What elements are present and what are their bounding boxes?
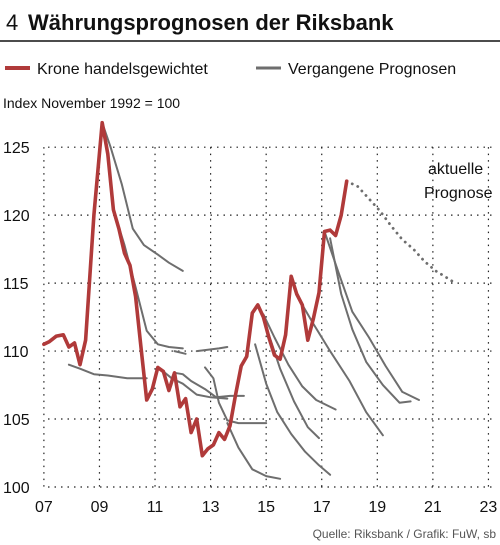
series-line-past-forecast bbox=[195, 346, 229, 353]
series-group bbox=[42, 120, 457, 480]
x-tick-labels: 07 09 11 13 15 17 19 21 23 bbox=[35, 499, 497, 516]
series-line-past-forecast bbox=[267, 333, 320, 440]
series-line-current-forecast bbox=[345, 179, 457, 285]
series-line-past-forecast bbox=[112, 208, 184, 350]
series-line-past-forecast bbox=[173, 350, 187, 355]
series-line-past-forecast bbox=[204, 366, 268, 425]
series-line-past-forecast bbox=[173, 371, 245, 399]
y-tick-label: 110 bbox=[3, 344, 29, 361]
x-tick-label: 15 bbox=[257, 499, 275, 516]
series-line-past-forecast bbox=[329, 237, 412, 404]
series-line-past-forecast bbox=[226, 422, 282, 480]
x-tick-label: 09 bbox=[91, 499, 109, 516]
y-tick-label: 120 bbox=[3, 208, 30, 225]
chart-title: Währungsprognosen der Riksbank bbox=[28, 10, 394, 35]
x-tick-label: 21 bbox=[424, 499, 442, 516]
series-line-past-forecast bbox=[67, 363, 148, 380]
x-tick-label: 11 bbox=[147, 499, 164, 516]
legend-label-krone: Krone handelsgewichtet bbox=[37, 61, 208, 78]
source-credit: Quelle: Riksbank / Grafik: FuW, sb bbox=[313, 527, 497, 541]
y-tick-label: 100 bbox=[3, 480, 30, 497]
legend: Krone handelsgewichtet Vergangene Progno… bbox=[5, 61, 456, 78]
legend-label-forecasts: Vergangene Prognosen bbox=[288, 61, 456, 78]
x-tick-label: 19 bbox=[368, 499, 386, 516]
series-line-past-forecast bbox=[323, 230, 420, 401]
x-tick-label: 13 bbox=[202, 499, 220, 516]
series-line-past-forecast bbox=[254, 343, 332, 476]
x-tick-label: 17 bbox=[313, 499, 331, 516]
series-line-past-forecast bbox=[162, 370, 229, 400]
grid bbox=[43, 146, 494, 488]
annotation-line-1: aktuelle bbox=[428, 161, 483, 178]
series-line-past-forecast bbox=[301, 303, 384, 437]
annotation-line-2: Prognose bbox=[424, 185, 493, 202]
y-tick-labels: 100 105 110 115 120 125 bbox=[3, 140, 30, 497]
series-line-krone bbox=[42, 120, 349, 458]
x-tick-label: 07 bbox=[35, 499, 53, 516]
chart-number: 4 bbox=[6, 10, 18, 35]
y-tick-label: 115 bbox=[3, 276, 29, 293]
y-tick-label: 105 bbox=[3, 412, 30, 429]
x-tick-label: 23 bbox=[480, 499, 498, 516]
y-tick-label: 125 bbox=[3, 140, 30, 157]
series-line-past-forecast bbox=[262, 313, 337, 411]
series-line-past-forecast bbox=[101, 121, 184, 272]
y-axis-label: Index November 1992 = 100 bbox=[3, 95, 180, 111]
